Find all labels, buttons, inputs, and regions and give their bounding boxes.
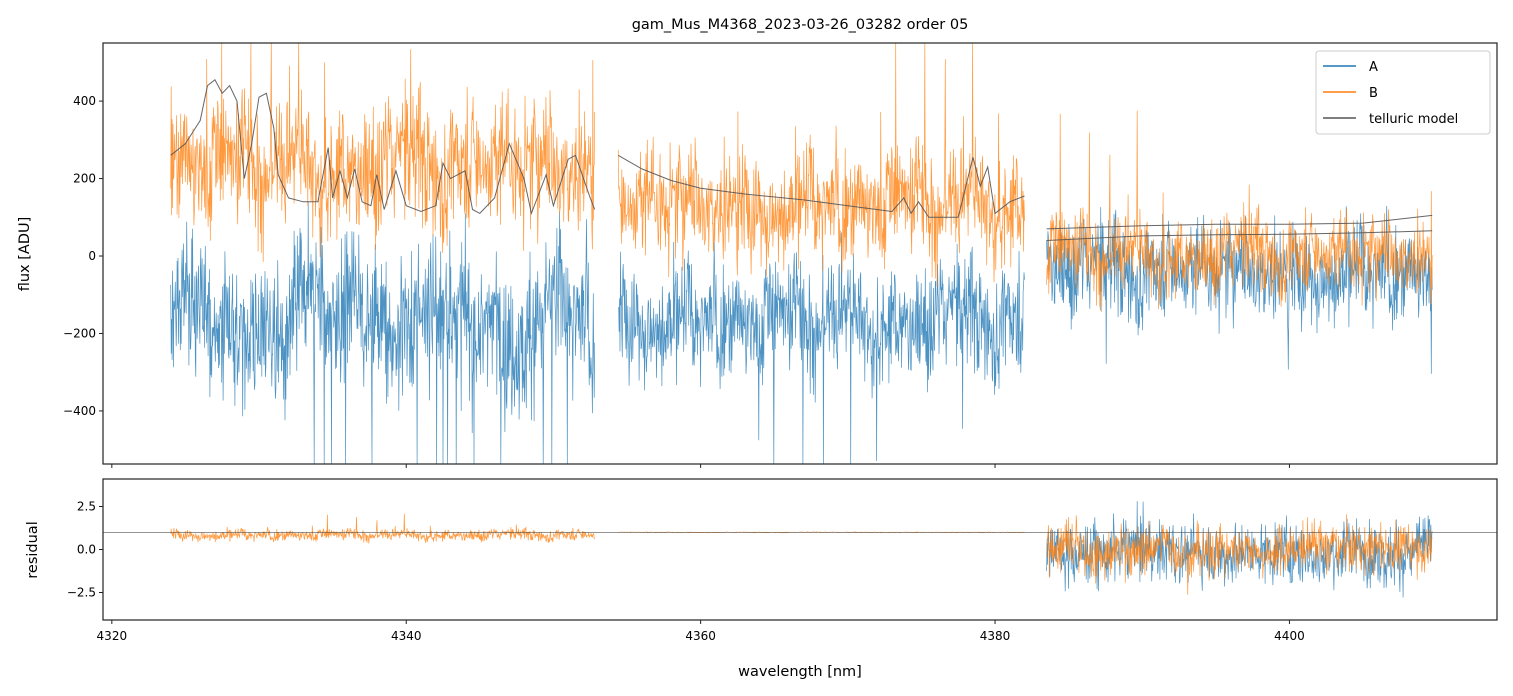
x-tick-label: 4380 <box>980 629 1011 643</box>
bot-plot-area <box>103 501 1497 598</box>
y-axis-label-flux: flux [ADU] <box>17 217 33 292</box>
telluric-model-line-1 <box>617 154 1025 218</box>
y-tick-label: 0 <box>88 249 96 263</box>
series-B-line-seg0 <box>170 43 596 262</box>
x-tick-label: 4400 <box>1274 629 1305 643</box>
top-plot-area <box>170 43 1433 464</box>
x-tick-label: 4360 <box>685 629 716 643</box>
y-axis-label-residual: residual <box>25 521 41 578</box>
y-tick-label: 2.5 <box>77 500 96 514</box>
telluric-model-line-0 <box>170 79 596 216</box>
y-tick-label: −400 <box>63 404 96 418</box>
residual-B-line-seg2 <box>1046 514 1433 595</box>
series-A-line-seg1 <box>618 232 1025 464</box>
series-B-line-seg1 <box>617 43 1025 287</box>
telluric-model-line-3 <box>1046 230 1433 241</box>
y-tick-label: −2.5 <box>67 585 96 599</box>
series-A-line-seg2 <box>1046 205 1433 374</box>
legend-label-2: telluric model <box>1369 112 1458 127</box>
legend-box <box>1315 50 1491 135</box>
series-A-line-seg0 <box>170 201 596 464</box>
y-tick-label: −200 <box>63 326 96 340</box>
y-tick-label: 400 <box>73 94 96 108</box>
legend-label-0: A <box>1369 60 1378 75</box>
series-B-line-seg2 <box>1046 110 1433 312</box>
top-axes-frame <box>102 42 1498 465</box>
y-tick-label: 0.0 <box>77 543 96 557</box>
x-axis-label: wavelength [nm] <box>738 664 862 680</box>
chart-title: gam_Mus_M4368_2023-03-26_03282 order 05 <box>632 17 969 33</box>
residual-B-line-seg0 <box>170 513 596 544</box>
telluric-model-line-2 <box>1046 214 1433 230</box>
x-tick-label: 4340 <box>391 629 422 643</box>
x-tick-label: 4320 <box>97 629 128 643</box>
legend-label-1: B <box>1369 86 1378 101</box>
y-tick-label: 200 <box>73 172 96 186</box>
